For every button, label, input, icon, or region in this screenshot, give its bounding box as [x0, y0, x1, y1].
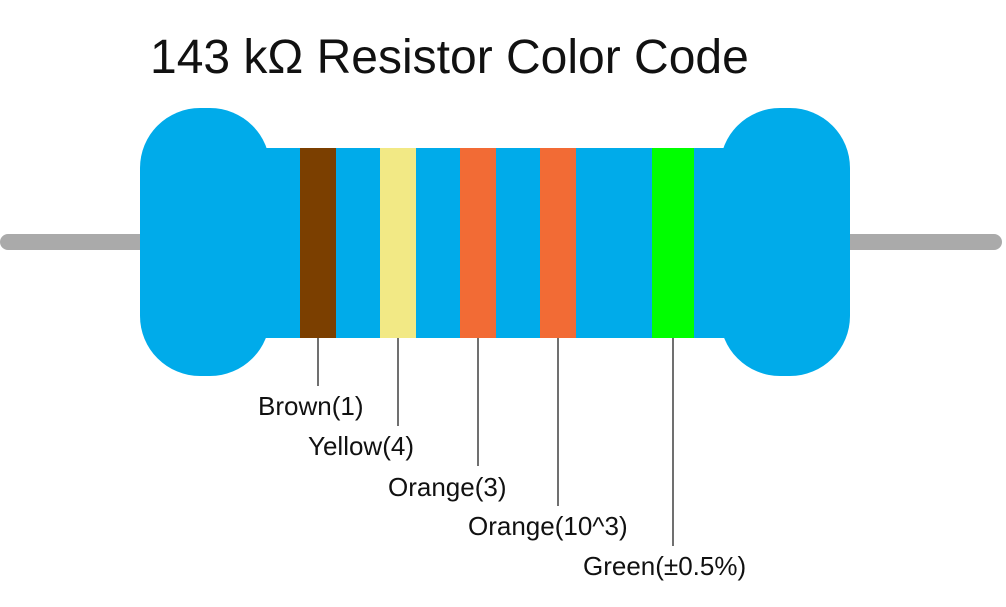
band-1: [300, 148, 336, 338]
band-label-2: Yellow(4): [308, 431, 414, 461]
page-title: 143 kΩ Resistor Color Code: [150, 31, 749, 84]
band-label-4: Orange(10^3): [468, 511, 628, 541]
band-label-5: Green(±0.5%): [583, 551, 747, 581]
band-3: [460, 148, 496, 338]
band-4: [540, 148, 576, 338]
band-label-1: Brown(1): [258, 391, 364, 421]
band-label-3: Orange(3): [388, 472, 507, 502]
band-2: [380, 148, 416, 338]
band-5: [652, 148, 694, 338]
